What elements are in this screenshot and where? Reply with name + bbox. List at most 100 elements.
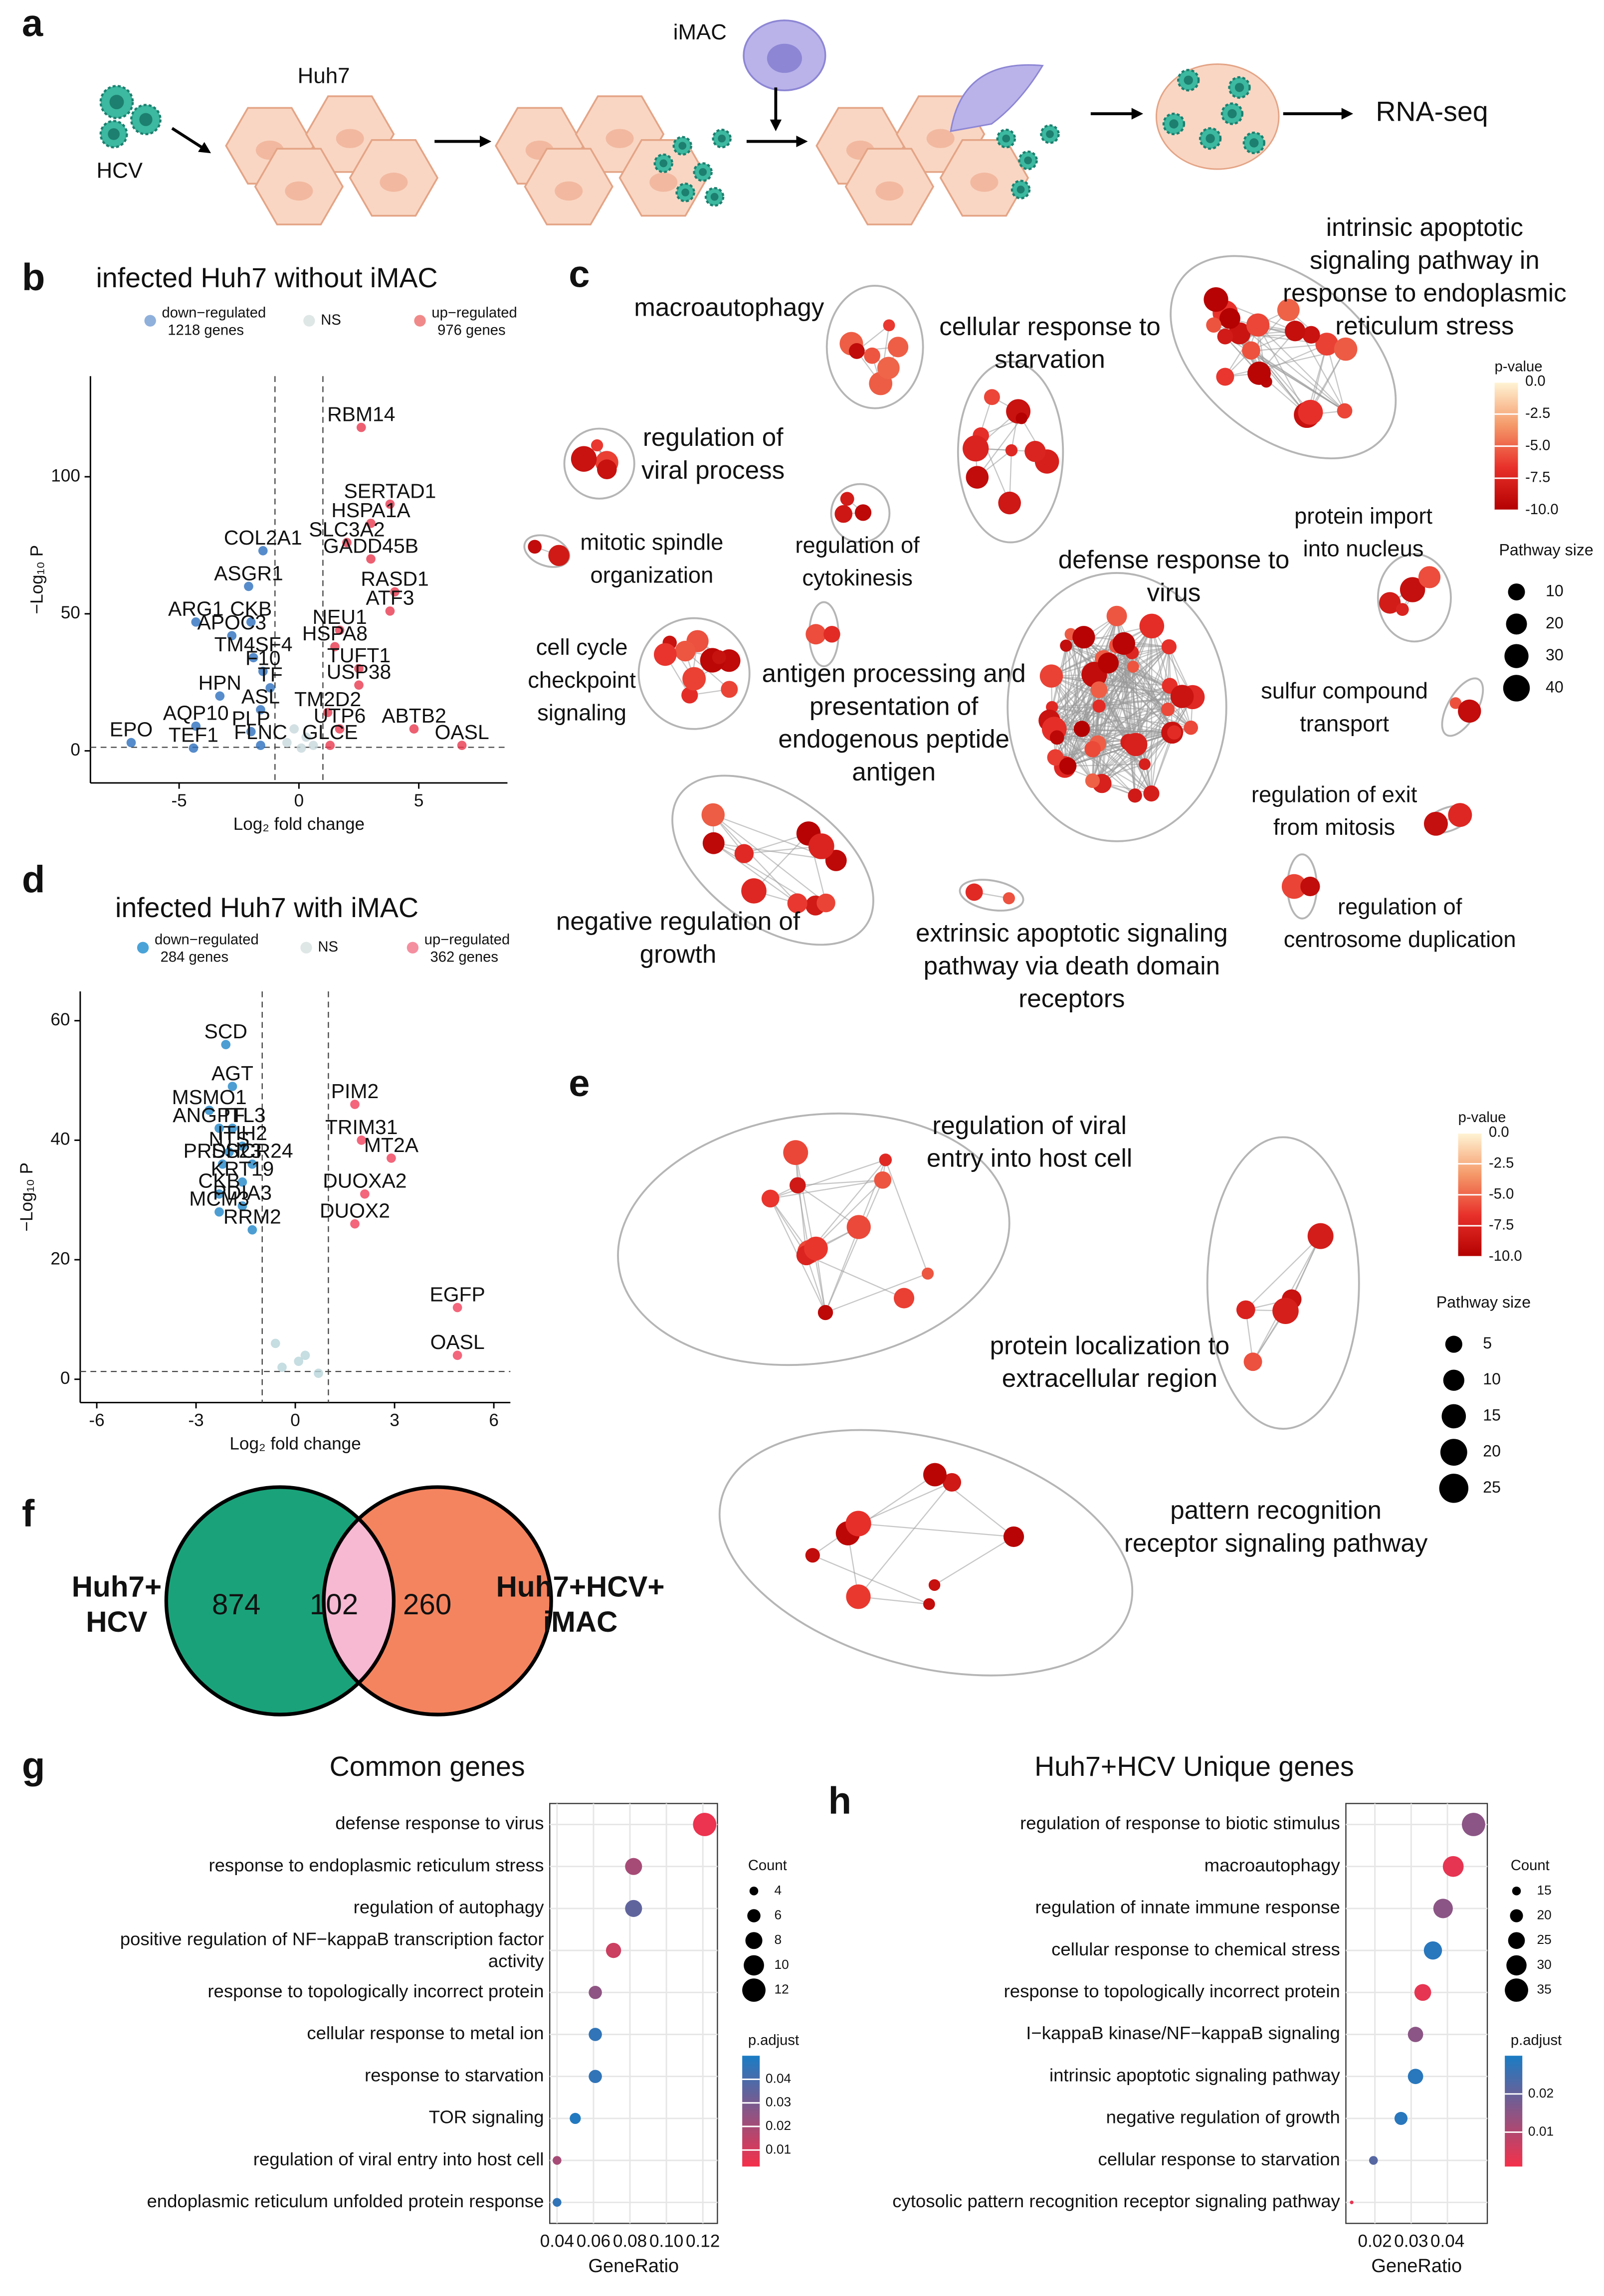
gene-label: TM2D2 bbox=[294, 688, 361, 711]
text-line: extrinsic apoptotic signaling bbox=[916, 919, 1228, 947]
pathway-node bbox=[790, 1177, 806, 1194]
text-line: checkpoint bbox=[528, 667, 636, 693]
network-edge bbox=[1049, 615, 1118, 721]
dot bbox=[553, 2156, 562, 2165]
legend-label: down−regulated bbox=[155, 932, 259, 948]
category-label: cytosolic pattern recognition receptor s… bbox=[892, 2191, 1340, 2211]
pathway-node bbox=[675, 640, 696, 662]
venn-set-label: Huh7+HCV+ iMAC bbox=[496, 1571, 665, 1638]
size-legend-dot bbox=[747, 1909, 761, 1922]
network-edge bbox=[795, 1152, 826, 1313]
gene-point bbox=[360, 1189, 370, 1199]
gene-label: GADD45B bbox=[323, 534, 418, 557]
colorbar bbox=[1505, 2056, 1523, 2167]
size-legend-label: 40 bbox=[1546, 678, 1564, 696]
gene-point bbox=[300, 1350, 310, 1360]
text-line: entry into host cell bbox=[927, 1144, 1132, 1172]
gene-point bbox=[385, 499, 395, 509]
virus-core bbox=[1205, 134, 1215, 143]
venn-set bbox=[166, 1487, 394, 1715]
colorbar-label: -2.5 bbox=[1489, 1155, 1514, 1171]
text-line: into nucleus bbox=[1303, 536, 1424, 562]
pathway-node bbox=[893, 1288, 915, 1309]
pathway-node bbox=[548, 545, 570, 567]
size-legend-dot bbox=[1504, 644, 1529, 668]
colorbar-label: 0.02 bbox=[766, 2118, 791, 2133]
pathway-node bbox=[1298, 399, 1323, 425]
gene-label: DUOX2 bbox=[320, 1199, 390, 1222]
pathway-node bbox=[783, 1140, 808, 1165]
size-legend-label: 10 bbox=[1483, 1370, 1501, 1388]
text-line: regulation of exit bbox=[1251, 781, 1417, 807]
gene-point bbox=[237, 1201, 247, 1211]
text-line: Huh7+ bbox=[72, 1571, 162, 1603]
panel-label: f bbox=[22, 1493, 35, 1535]
cluster-label: cellular response to starvation bbox=[939, 312, 1161, 373]
gene-point bbox=[248, 653, 258, 663]
gene-point bbox=[224, 1148, 234, 1157]
network-edge bbox=[885, 1159, 929, 1274]
pathway-node bbox=[1139, 613, 1165, 639]
text-line: protein import bbox=[1294, 503, 1432, 529]
gene-label: HSPA1A bbox=[331, 499, 410, 522]
network-edge bbox=[1067, 637, 1085, 766]
gene-label: SCD bbox=[204, 1020, 247, 1043]
colorbar-label: 0.0 bbox=[1489, 1124, 1509, 1140]
pathway-node bbox=[1307, 1223, 1334, 1249]
arrow bbox=[171, 127, 211, 154]
pathway-node bbox=[883, 319, 895, 332]
pathway-node bbox=[1124, 733, 1148, 757]
pathway-node bbox=[864, 347, 880, 364]
virus-core bbox=[1184, 75, 1193, 85]
colorbar-label: -10.0 bbox=[1489, 1248, 1522, 1264]
cluster-outline bbox=[1006, 572, 1227, 842]
network-edge bbox=[1144, 709, 1169, 765]
size-legend-dot bbox=[1445, 1336, 1462, 1353]
gene-point bbox=[452, 1350, 462, 1360]
pathway-node bbox=[528, 540, 542, 554]
pathway-node bbox=[1418, 566, 1441, 588]
network-edge bbox=[1099, 696, 1183, 707]
imac-nucleus bbox=[767, 43, 802, 73]
nucleus bbox=[875, 181, 904, 201]
network-edge bbox=[805, 1255, 826, 1313]
pathway-node bbox=[963, 435, 989, 462]
network-edge bbox=[1092, 732, 1175, 781]
pathway-node bbox=[1236, 1300, 1255, 1320]
schematic-label: Huh7 bbox=[298, 64, 350, 88]
x-tick-label: 0.10 bbox=[649, 2232, 683, 2251]
colorbar-label: 0.01 bbox=[1528, 2123, 1554, 2138]
chart-title: Common genes bbox=[330, 1751, 525, 1782]
category-label: cellular response to metal ion bbox=[307, 2023, 544, 2043]
size-legend-label: 20 bbox=[1546, 614, 1564, 632]
text-line: signaling bbox=[537, 700, 626, 726]
pathway-node bbox=[966, 466, 989, 489]
text-line: virus bbox=[1147, 578, 1201, 606]
text-line: iMAC bbox=[543, 1606, 617, 1638]
x-tick-label: 0.04 bbox=[1430, 2232, 1464, 2251]
dot bbox=[1423, 1941, 1442, 1960]
pathway-node bbox=[1039, 664, 1063, 688]
pathway-node bbox=[1112, 632, 1136, 655]
gene-label: HPN bbox=[199, 671, 241, 694]
virus-core bbox=[659, 159, 668, 168]
cluster-label: regulation of exit from mitosis bbox=[1251, 781, 1417, 840]
colorbar-label: -7.5 bbox=[1525, 470, 1550, 486]
dot bbox=[570, 2112, 581, 2124]
network-edge bbox=[744, 845, 821, 854]
gene-label: COL2A1 bbox=[224, 526, 302, 549]
gene-point bbox=[191, 617, 201, 627]
gene-label: OASL bbox=[435, 721, 489, 744]
gene-label: GLCE bbox=[302, 721, 358, 744]
network-edge bbox=[1245, 1235, 1321, 1311]
pathway-node bbox=[1005, 444, 1018, 457]
network-edge bbox=[1326, 344, 1346, 411]
text-line: regulation of bbox=[643, 423, 784, 451]
cluster-label: regulation of centrosome duplication bbox=[1284, 894, 1516, 952]
y-tick-label: 50 bbox=[61, 603, 80, 622]
pathway-node bbox=[1246, 313, 1270, 337]
nucleus bbox=[970, 173, 999, 192]
chart-title: Huh7+HCV Unique genes bbox=[1034, 1751, 1354, 1782]
